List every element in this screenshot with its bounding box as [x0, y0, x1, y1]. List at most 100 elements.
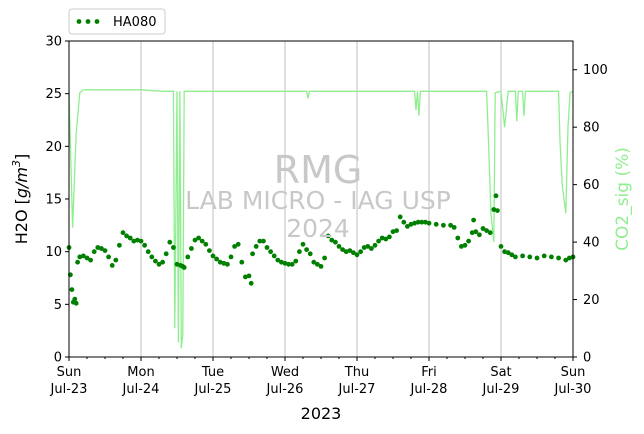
h2o-point [556, 255, 561, 261]
h2o-point [567, 255, 572, 261]
watermark-line-3: 2024 [286, 214, 350, 243]
h2o-point [473, 229, 479, 235]
h2o-point [408, 221, 414, 227]
x-tick-label-date: Jul-27 [338, 382, 376, 397]
h2o-point [210, 253, 216, 259]
h2o-point [441, 222, 446, 228]
h2o-point [289, 261, 295, 267]
axes: 0 5 10 15 20 25 30 0 20 40 60 80 100 Sun Jul-23 Mon Jul-… [45, 35, 607, 398]
h2o-point [142, 242, 148, 248]
h2o-point [145, 249, 151, 255]
h2o-point [304, 247, 309, 253]
h2o-point [207, 248, 212, 254]
h2o-point [160, 259, 166, 265]
h2o-point [311, 259, 317, 265]
h2o-point [120, 230, 126, 236]
h2o-point [282, 260, 288, 266]
x-tick-label-date: Jul-28 [410, 382, 448, 397]
h2o-point [248, 280, 254, 286]
y-axis-label-main: H2O [ [12, 198, 31, 244]
h2o-point [502, 249, 507, 255]
y-tick-label: 0 [54, 351, 62, 366]
h2o-point [88, 257, 93, 263]
x-tick-label-date: Jul-30 [554, 382, 592, 397]
h2o-point [401, 219, 407, 225]
h2o-point [397, 214, 403, 220]
x-tick-label-day: Sat [490, 365, 511, 380]
h2o-point [225, 261, 230, 267]
x-tick-label-date: Jul-24 [122, 382, 160, 397]
h2o-point [340, 247, 345, 253]
co2-sig-series [68, 89, 574, 349]
y2-tick-label: 60 [583, 178, 600, 193]
h2o-point [505, 250, 511, 256]
h2o-point [124, 233, 129, 239]
h2o-point [69, 287, 75, 292]
legend-dot [76, 19, 82, 24]
h2o-point [379, 235, 385, 241]
h2o-point [214, 256, 220, 262]
h2o-point [383, 236, 389, 242]
h2o-point [253, 244, 259, 249]
legend-dot [94, 19, 100, 24]
h2o-point [513, 254, 518, 260]
h2o-point [235, 241, 241, 247]
y2-tick-label: 100 [583, 63, 608, 78]
h2o-point [455, 235, 461, 241]
legend-label-ha080: HA080 [113, 15, 156, 30]
h2o-point [84, 255, 90, 261]
h2o-point [347, 248, 353, 254]
h2o-point [498, 244, 504, 249]
h2o-point [484, 228, 489, 234]
h2o-point [387, 234, 392, 240]
h2o-point [135, 237, 140, 243]
h2o-point [232, 244, 238, 249]
h2o-point [358, 249, 363, 255]
h2o-point [300, 241, 306, 247]
h2o-point [192, 237, 198, 243]
h2o-point [138, 238, 144, 244]
h2o-point [412, 220, 417, 226]
h2o-point [196, 235, 202, 241]
legend-box [68, 8, 166, 35]
h2o-point [293, 258, 299, 264]
y-tick-label: 30 [45, 35, 62, 50]
h2o-point [246, 273, 252, 279]
h2o-point [131, 238, 137, 244]
h2o-point [423, 219, 428, 225]
h2o-point [268, 249, 273, 255]
h2o-point [257, 238, 263, 244]
h2o-point [527, 254, 533, 260]
h2o-point [471, 217, 476, 223]
h2o-point [243, 274, 248, 280]
h2o-point [451, 225, 457, 230]
watermark: RMG LAB MICRO - IAG USP 2024 [185, 148, 451, 243]
h2o-point [361, 245, 367, 250]
watermark-line-1: RMG [274, 148, 363, 192]
h2o-point [549, 254, 554, 260]
h2o-point [95, 245, 101, 250]
h2o-point [73, 300, 79, 306]
h2o-point [156, 261, 162, 267]
h2o-point [433, 221, 439, 227]
h2o-point [221, 260, 227, 266]
h2o-point [163, 251, 169, 257]
h2o-point [181, 265, 187, 270]
h2o-point [250, 251, 256, 257]
h2o-point [493, 193, 499, 199]
legend-marker-ha080 [76, 19, 100, 24]
h2o-point [329, 237, 335, 243]
h2o-point [102, 248, 108, 254]
y-tick-label: 10 [45, 245, 62, 260]
x-axis-label: 2023 [301, 404, 342, 423]
h2o-point [394, 228, 399, 234]
y-axis-label-close: ] [12, 154, 31, 160]
h2o-point [153, 258, 158, 264]
y-tick-label: 15 [45, 193, 62, 208]
h2o-point [343, 249, 349, 255]
h2o-point [376, 238, 381, 244]
h2o-point [354, 252, 360, 258]
h2o-point [171, 245, 176, 250]
x-tick-label-day: Wed [271, 365, 299, 380]
